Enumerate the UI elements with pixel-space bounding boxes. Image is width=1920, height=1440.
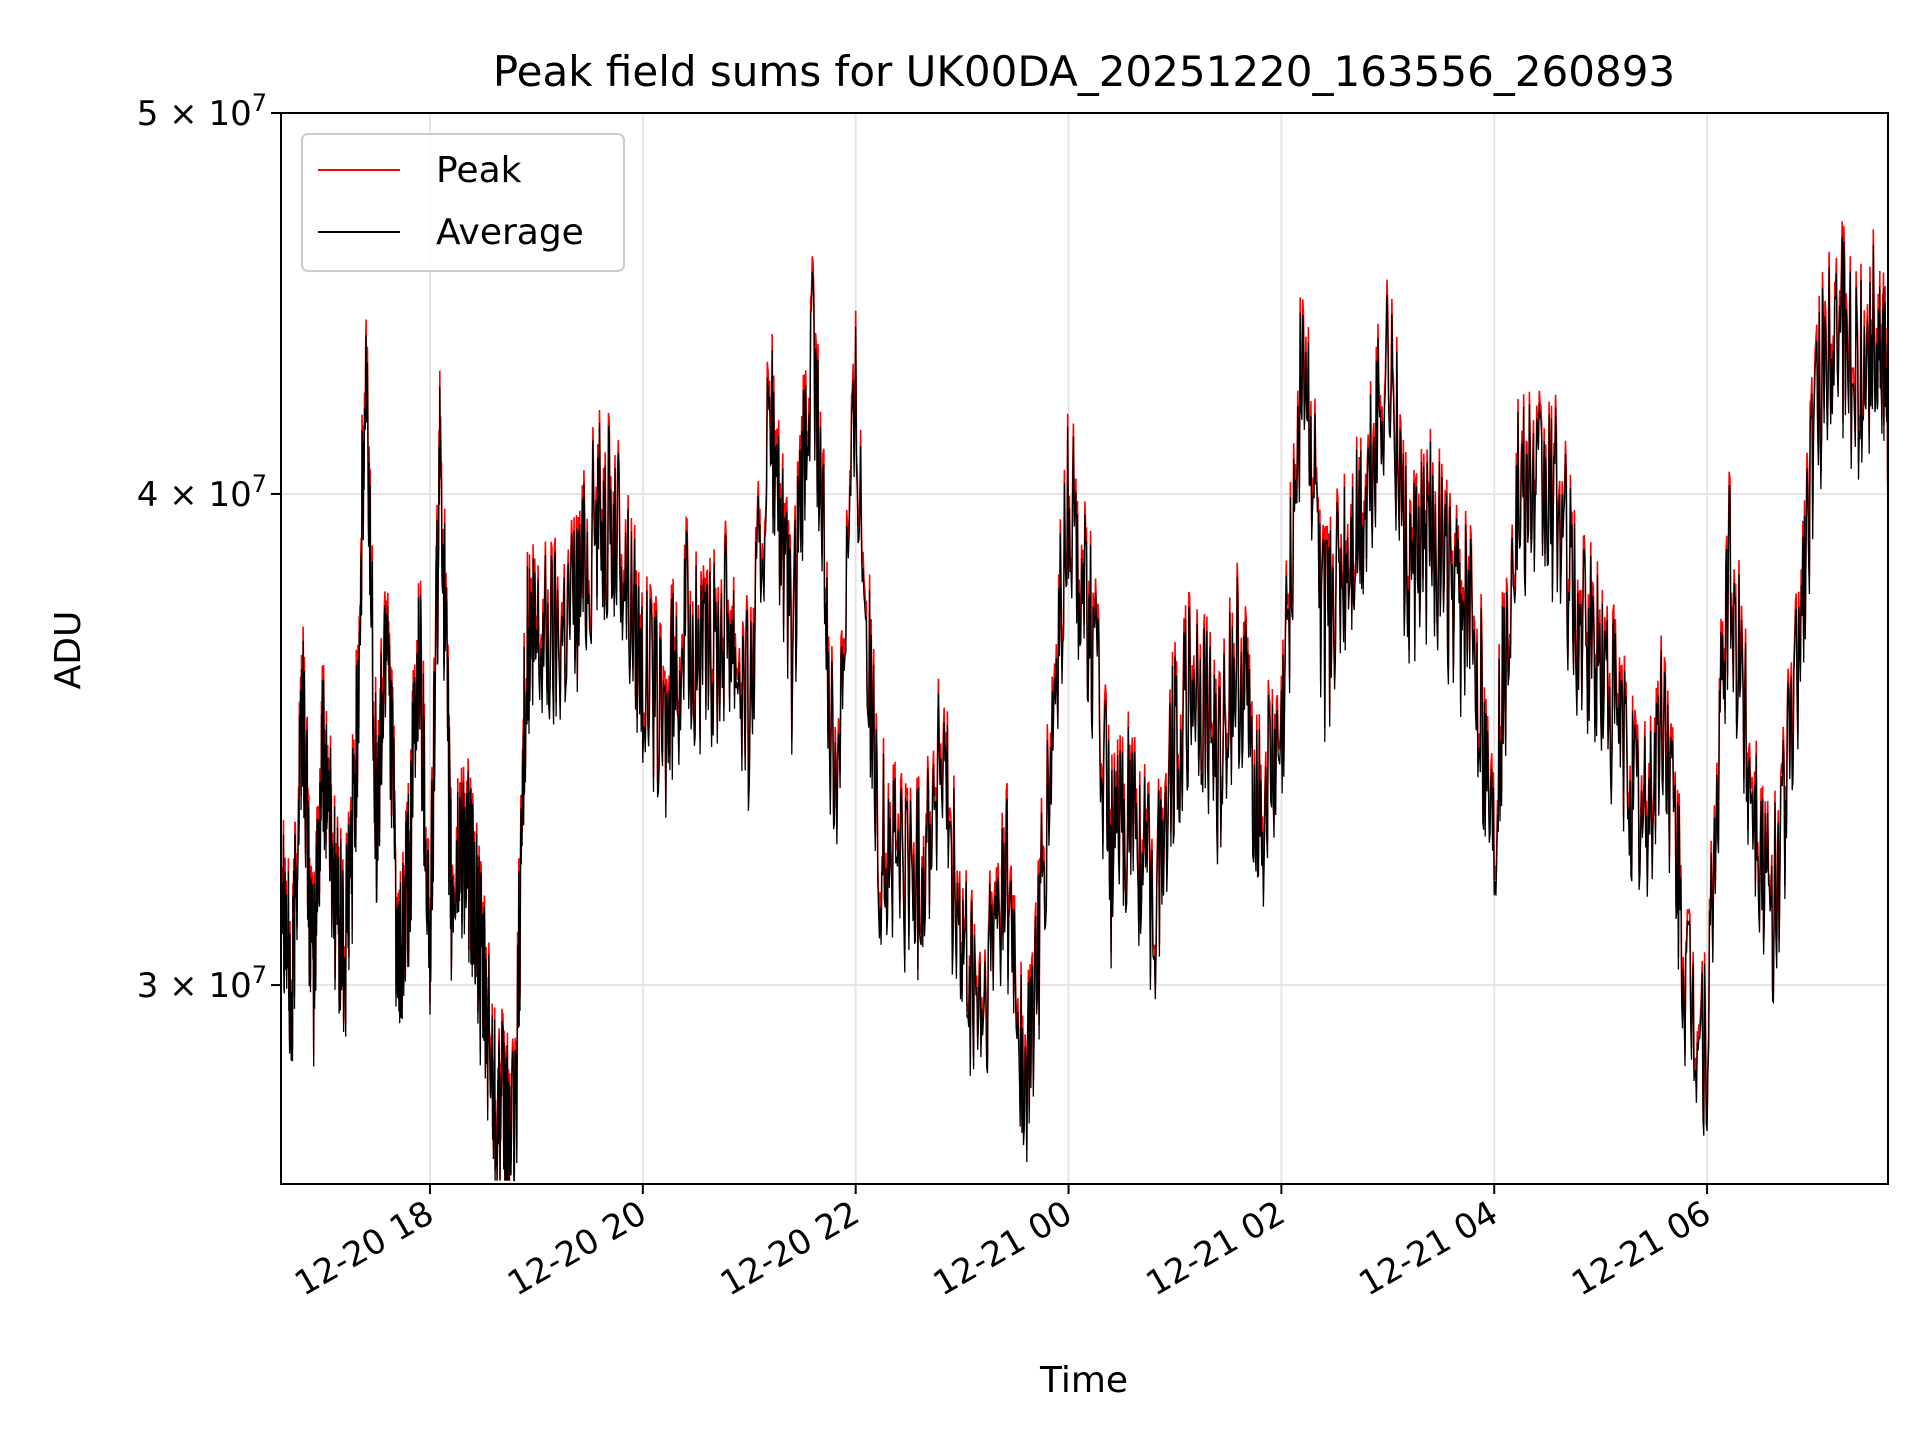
y-tick-label: 4 × 107 <box>137 470 267 515</box>
x-axis-label: Time <box>1039 1360 1128 1401</box>
series-layer <box>281 221 1888 1182</box>
legend-peak-label: Peak <box>436 150 522 191</box>
legend: Peak Average <box>301 133 625 272</box>
legend-average-label: Average <box>436 212 584 253</box>
y-axis-label: ADU <box>48 611 89 690</box>
series-line-average <box>281 236 1888 1182</box>
plot-frame <box>280 112 1889 1185</box>
legend-box <box>301 133 625 272</box>
y-tick-label: 3 × 107 <box>137 961 267 1006</box>
y-tick-label: 5 × 107 <box>137 89 267 134</box>
y-axis: 3 × 107 4 × 107 5 × 107 <box>137 89 281 1006</box>
chart-title: Peak field sums for UK00DA_20251220_1635… <box>493 47 1675 96</box>
